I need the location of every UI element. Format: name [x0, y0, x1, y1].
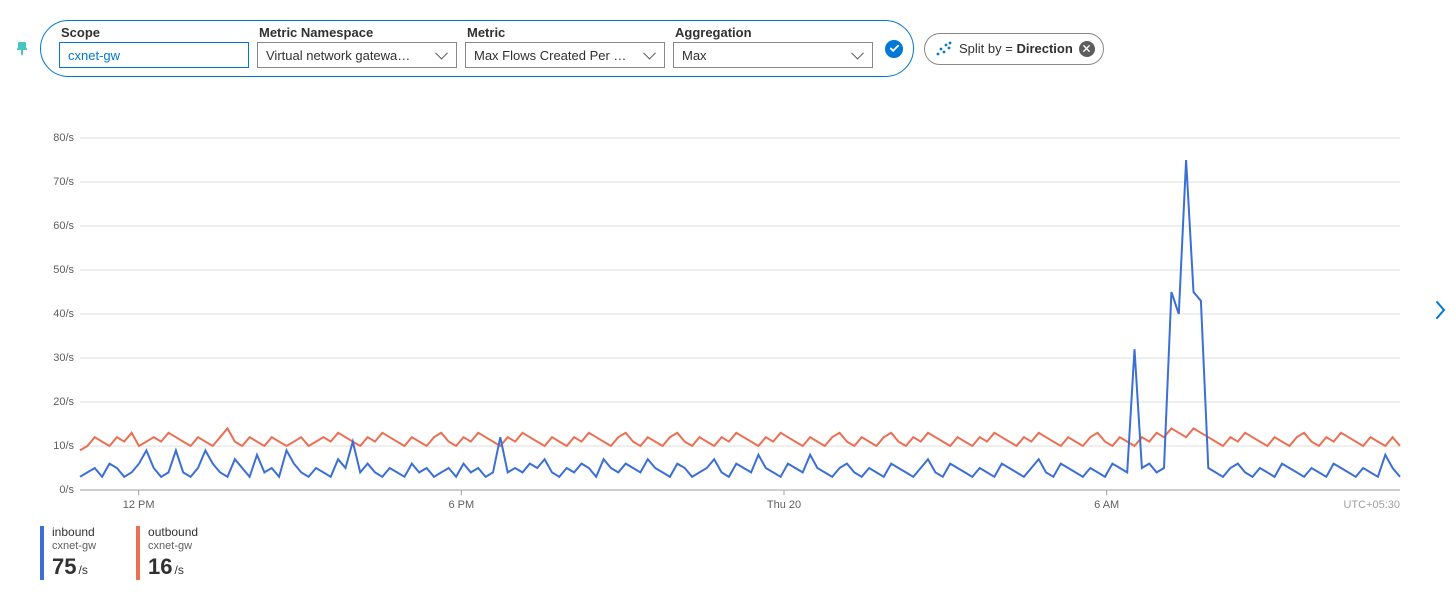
namespace-dropdown[interactable]: Virtual network gatewa… — [257, 42, 457, 68]
legend-color-swatch — [40, 526, 44, 580]
xtick-label: 12 PM — [123, 499, 155, 511]
legend-sublabel: cxnet-gw — [52, 540, 96, 553]
field-metric: Metric Max Flows Created Per … — [465, 25, 665, 68]
series-outbound — [80, 428, 1400, 450]
legend-color-swatch — [136, 526, 140, 580]
query-bar: Scope cxnet-gw Metric Namespace Virtual … — [14, 20, 1104, 77]
aggregation-label: Aggregation — [673, 25, 873, 40]
scatter-icon — [935, 40, 953, 58]
legend-item[interactable]: outboundcxnet-gw16/s — [136, 526, 198, 580]
metric-chart: 0/s 10/s 20/s 30/s 40/s 50/s 60/s 70/s 80/s 12 P… — [46, 130, 1404, 520]
ytick-label: 80/s — [53, 132, 74, 144]
ytick-label: 40/s — [53, 308, 74, 320]
scope-value: cxnet-gw — [68, 48, 120, 63]
namespace-value: Virtual network gatewa… — [266, 48, 410, 63]
ytick-label: 30/s — [53, 352, 74, 364]
ytick-label: 0/s — [59, 484, 74, 496]
xtick-label: Thu 20 — [767, 499, 801, 511]
chart-svg: 0/s 10/s 20/s 30/s 40/s 50/s 60/s 70/s 80/s 12 P… — [46, 130, 1404, 520]
series-inbound — [80, 160, 1400, 477]
ytick-label: 50/s — [53, 264, 74, 276]
legend-value: 16/s — [148, 554, 198, 579]
legend-item[interactable]: inboundcxnet-gw75/s — [40, 526, 96, 580]
chart-legend: inboundcxnet-gw75/soutboundcxnet-gw16/s — [40, 526, 198, 580]
pin-icon[interactable] — [14, 41, 30, 57]
legend-sublabel: cxnet-gw — [148, 540, 198, 553]
xtick-label: 6 PM — [448, 499, 474, 511]
split-prefix: Split by = — [959, 41, 1016, 56]
field-aggregation: Aggregation Max — [673, 25, 873, 68]
split-remove-icon[interactable] — [1079, 41, 1095, 57]
scope-input[interactable]: cxnet-gw — [59, 42, 249, 68]
ytick-label: 10/s — [53, 440, 74, 452]
metric-dropdown[interactable]: Max Flows Created Per … — [465, 42, 665, 68]
split-chip-text: Split by = Direction — [959, 41, 1073, 56]
ytick-label: 20/s — [53, 396, 74, 408]
split-by-chip[interactable]: Split by = Direction — [924, 33, 1104, 65]
namespace-label: Metric Namespace — [257, 25, 457, 40]
metric-label: Metric — [465, 25, 665, 40]
legend-label: inbound — [52, 526, 96, 540]
apply-check-icon[interactable] — [885, 40, 903, 58]
legend-value: 75/s — [52, 554, 96, 579]
field-scope: Scope cxnet-gw — [59, 25, 249, 68]
legend-label: outbound — [148, 526, 198, 540]
split-value: Direction — [1016, 41, 1072, 56]
aggregation-value: Max — [682, 48, 707, 63]
chart-scroll-right[interactable] — [1431, 295, 1449, 325]
metric-value: Max Flows Created Per … — [474, 48, 626, 63]
aggregation-dropdown[interactable]: Max — [673, 42, 873, 68]
query-pill: Scope cxnet-gw Metric Namespace Virtual … — [40, 20, 914, 77]
xtick-label: 6 AM — [1094, 499, 1119, 511]
field-namespace: Metric Namespace Virtual network gatewa… — [257, 25, 457, 68]
ytick-label: 70/s — [53, 176, 74, 188]
ytick-label: 60/s — [53, 220, 74, 232]
timezone-label: UTC+05:30 — [1343, 499, 1400, 511]
scope-label: Scope — [59, 25, 249, 40]
